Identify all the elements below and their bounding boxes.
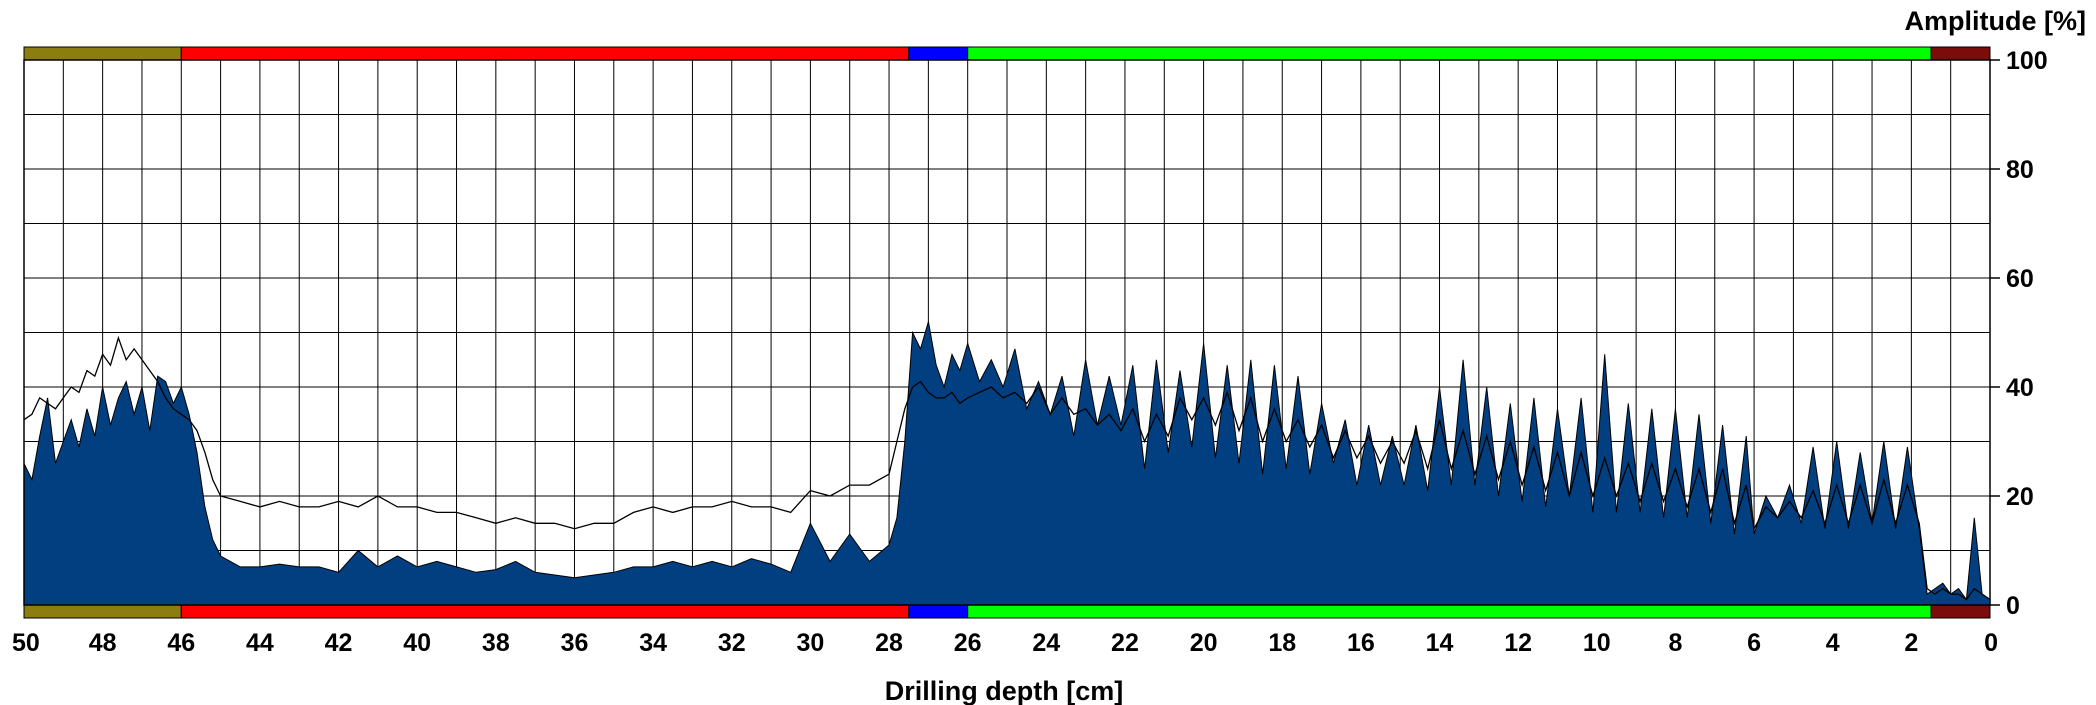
series-line: [23, 335, 1991, 601]
x-tick-label: 24: [1032, 629, 1060, 657]
y-axis-title: Amplitude [%]: [1905, 6, 2087, 36]
x-tick-label: 6: [1747, 629, 1761, 657]
y-tick-label: 20: [2006, 483, 2034, 511]
x-tick-label: 30: [796, 629, 824, 657]
y-tick-label: 60: [2006, 265, 2034, 293]
x-tick-label: 2: [1904, 629, 1918, 657]
x-tick-label: 44: [246, 629, 274, 657]
x-tick-label: 36: [561, 629, 589, 657]
x-tick-label: 42: [325, 629, 353, 657]
segment-bar-top: [23, 46, 182, 61]
x-tick-label: 12: [1504, 629, 1532, 657]
y-tick-label: 0: [2006, 592, 2020, 620]
segment-bar-bottom: [180, 604, 910, 619]
x-tick-label: 50: [12, 629, 40, 657]
x-tick-label: 22: [1111, 629, 1139, 657]
x-tick-label: 46: [167, 629, 195, 657]
x-axis-title: Drilling depth [cm]: [885, 676, 1124, 705]
segment-bar-top: [908, 46, 969, 61]
y-tick-label: 100: [2006, 47, 2048, 75]
segment-bars: [23, 46, 1991, 619]
x-tick-label: 14: [1426, 629, 1454, 657]
plot-border: [23, 59, 1991, 606]
x-tick-label: 28: [875, 629, 903, 657]
segment-bar-bottom: [23, 604, 182, 619]
x-tick-label: 26: [954, 629, 982, 657]
y-tick-label: 80: [2006, 156, 2034, 184]
x-tick-label: 8: [1668, 629, 1682, 657]
segment-bar-bottom: [967, 604, 1932, 619]
segment-bar-bottom: [1930, 604, 1991, 619]
x-tick-label: 32: [718, 629, 746, 657]
x-tick-label: 0: [1984, 629, 1998, 657]
y-tick-label: 40: [2006, 374, 2034, 402]
x-tick-label: 48: [89, 629, 117, 657]
x-tick-label: 20: [1190, 629, 1218, 657]
x-tick-label: 16: [1347, 629, 1375, 657]
x-tick-label: 18: [1268, 629, 1296, 657]
x-tick-label: 34: [639, 629, 667, 657]
x-tick-label: 10: [1583, 629, 1611, 657]
x-tick-label: 4: [1826, 629, 1840, 657]
series-layer: [23, 321, 1991, 606]
segment-bar-bottom: [908, 604, 969, 619]
x-tick-label: 40: [403, 629, 431, 657]
x-tick-label: 38: [482, 629, 510, 657]
segment-bar-top: [1930, 46, 1991, 61]
segment-bar-top: [180, 46, 910, 61]
segment-bar-top: [967, 46, 1932, 61]
series-area: [23, 321, 1991, 606]
plot-frame: [23, 59, 1991, 606]
